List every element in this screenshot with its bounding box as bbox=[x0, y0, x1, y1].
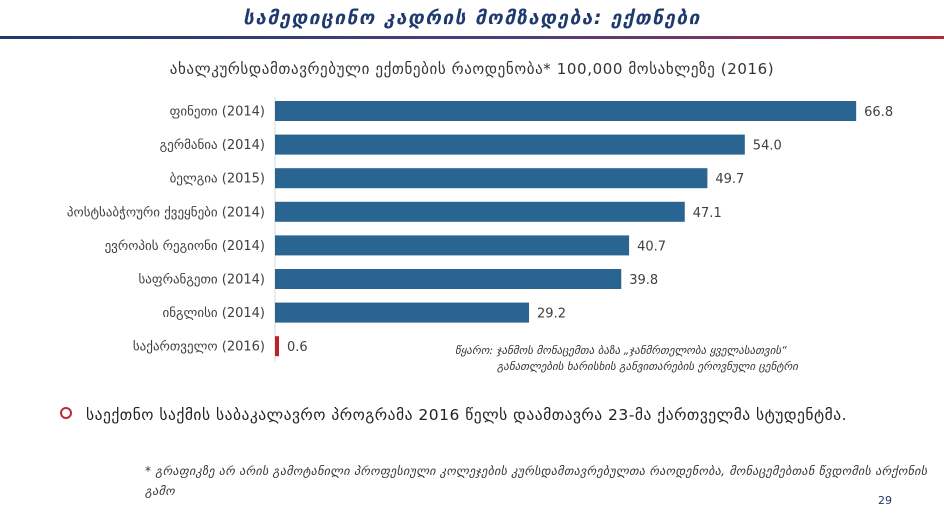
value-label: 49.7 bbox=[715, 172, 744, 187]
source-note: წყარო: ჯანმოს მონაცემთა ბაზა „ჯანმრთელობ… bbox=[455, 343, 900, 375]
bar bbox=[275, 134, 745, 155]
value-label: 0.6 bbox=[287, 340, 308, 355]
bar bbox=[275, 101, 857, 121]
bar bbox=[275, 269, 622, 289]
category-label: საფრანგეთი (2014) bbox=[138, 273, 265, 288]
title-divider bbox=[0, 36, 944, 39]
value-label: 47.1 bbox=[693, 206, 722, 221]
source-line-1: წყარო: ჯანმოს მონაცემთა ბაზა „ჯანმრთელობ… bbox=[455, 344, 787, 357]
category-label: ევროპის რეგიონი (2014) bbox=[105, 239, 265, 254]
value-label: 39.8 bbox=[629, 273, 658, 288]
bar bbox=[275, 168, 708, 189]
bullet-text: საექთნო საქმის საბაკალავრო პროგრამა 2016… bbox=[86, 406, 848, 424]
source-line-2: განათლების ხარისხის განვითარების ეროვნულ… bbox=[497, 360, 798, 373]
bar bbox=[275, 302, 530, 323]
chart-title: ახალკურსდამთავრებული ექთნების რაოდენობა*… bbox=[169, 60, 775, 78]
category-label: პოსტსაბჭოური ქვეყნები (2014) bbox=[67, 205, 265, 220]
bar bbox=[275, 201, 685, 222]
slide-title-bar: სამედიცინო კადრის მომზადება: ექთნები bbox=[0, 0, 944, 36]
category-label: საქართველო (2016) bbox=[133, 340, 265, 355]
bar bbox=[275, 235, 630, 256]
category-label: ფინეთი (2014) bbox=[170, 105, 265, 120]
category-label: ინგლისი (2014) bbox=[162, 306, 265, 321]
page-number: 29 bbox=[878, 494, 892, 507]
value-label: 54.0 bbox=[753, 139, 782, 154]
category-label: გერმანია (2014) bbox=[160, 138, 265, 153]
value-label: 29.2 bbox=[537, 307, 566, 322]
slide-title: სამედიცინო კადრის მომზადება: ექთნები bbox=[243, 7, 701, 29]
bar bbox=[275, 336, 279, 357]
bullet-ring-icon bbox=[60, 407, 72, 419]
category-label: ბელგია (2015) bbox=[170, 172, 265, 187]
footnote: * გრაფიკზე არ არის გამოტანილი პროფესიული… bbox=[145, 464, 928, 498]
value-label: 40.7 bbox=[637, 239, 666, 254]
value-label: 66.8 bbox=[864, 105, 893, 120]
